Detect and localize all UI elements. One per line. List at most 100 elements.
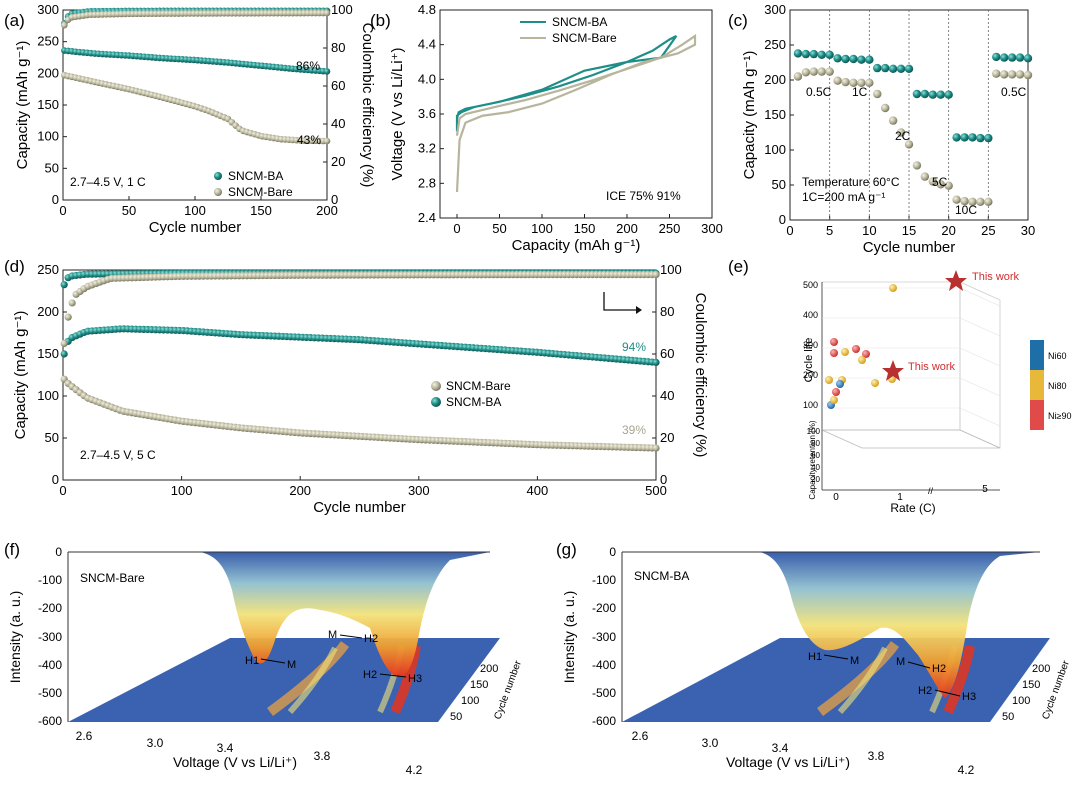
data-point-sncm-bare — [944, 181, 953, 190]
y2-tick-label: 100 — [331, 2, 353, 17]
e-ytick-500: 500 — [803, 280, 818, 290]
e-legend-ni90: Ni≥90 — [1048, 411, 1071, 421]
y2-tick-label: 20 — [660, 430, 674, 445]
y-tick-label: 4.8 — [418, 2, 436, 17]
f-xtick-26: 2.6 — [76, 729, 93, 743]
e-ztick-80: 80 — [811, 439, 820, 448]
y-tick-label: 200 — [37, 65, 59, 80]
y2-tick-label: 60 — [331, 78, 345, 93]
g-ytick-400: -400 — [592, 658, 616, 672]
x-tick-label: 250 — [659, 221, 681, 236]
e-ball-yellow — [871, 379, 879, 387]
data-point-sncm-bare — [936, 180, 945, 189]
e-xtick-1: 1 — [897, 492, 903, 503]
x-tick-label: 300 — [408, 483, 430, 498]
data-point-sncm-ba — [793, 49, 803, 58]
data-point-sncm-ba — [936, 90, 945, 99]
data-point-sncm-bare — [793, 72, 803, 81]
x-axis-label: Cycle number — [149, 219, 242, 236]
data-point-sncm-ba — [904, 64, 914, 74]
e-gridline — [959, 317, 1001, 337]
legend-marker-ba — [431, 397, 441, 407]
data-point-sncm-bare — [881, 103, 890, 113]
e-xtick-0: 0 — [833, 492, 839, 503]
data-point-sncm-ba — [1007, 53, 1017, 62]
f-ann-arrow-3 — [379, 673, 407, 678]
g-floor-band-1 — [817, 641, 900, 717]
g-xtick-38: 3.8 — [868, 749, 885, 763]
x-tick-label: 200 — [616, 221, 638, 236]
e-legend-ni60: Ni60 — [1048, 351, 1067, 361]
data-point-sncm-ba — [992, 52, 1001, 62]
data-point-sncm-bare — [652, 271, 660, 279]
data-point-sncm-ba — [809, 49, 818, 59]
data-point-sncm-ba — [1015, 53, 1025, 62]
data-point-sncm-bare — [896, 128, 906, 137]
f-ann-h3: H3 — [408, 673, 422, 685]
e-ytick-100: 100 — [803, 400, 818, 410]
y-tick-label: 50 — [45, 430, 59, 445]
rate-label: 0.5C — [806, 85, 832, 99]
panel-label-c: (c) — [728, 11, 748, 30]
data-point-sncm-bare — [61, 21, 68, 29]
g-xtick-26: 2.6 — [632, 729, 649, 743]
g-ann-arrow-3 — [934, 689, 961, 697]
panel-b-chart: 0 50 100 150 200 250 300 2.4 2.8 3.2 3.6 4.0 4.4 4.8 C… — [389, 2, 723, 254]
legend-marker-bare — [214, 188, 222, 196]
f-ytick-200: -200 — [38, 601, 62, 615]
data-point-sncm-bare — [904, 140, 914, 149]
e-gridline — [959, 287, 1001, 307]
f-ztick-150: 150 — [470, 679, 488, 691]
data-point-sncm-bare — [1007, 70, 1017, 79]
e-legend-ni90-swatch — [1030, 400, 1044, 430]
x-tick-label: 0 — [786, 223, 793, 238]
series-line-sncm-bare — [455, 33, 697, 193]
y-tick-label: 4.4 — [418, 37, 436, 52]
rate-label: 5C — [932, 175, 948, 189]
legend-ba: SNCM-BA — [228, 169, 283, 183]
rate-label: 1C — [852, 85, 868, 99]
e-xlabel: Rate (C) — [890, 501, 935, 515]
g-ann-m1: M — [850, 655, 859, 667]
data-point-sncm-ba — [873, 63, 882, 73]
y2-tick-label: 0 — [660, 472, 667, 487]
data-point-sncm-bare — [1015, 70, 1025, 79]
g-ann-arrow-2 — [907, 661, 931, 669]
data-point-sncm-ba — [912, 89, 922, 99]
g-ytick-200: -200 — [592, 601, 616, 615]
panel-label-f: (f) — [4, 540, 20, 559]
e-gridline — [959, 377, 1001, 397]
data-point-sncm-bare — [652, 444, 660, 452]
temperature-label: Temperature 60°C — [802, 175, 900, 189]
data-point-sncm-ba — [896, 64, 906, 74]
y-tick-label: 200 — [764, 72, 786, 87]
y-axis-label: Capacity (mAh g⁻¹) — [12, 311, 29, 440]
data-point-sncm-ba — [323, 68, 331, 75]
plot-frame — [62, 269, 657, 481]
y-tick-label: 4.0 — [418, 71, 436, 86]
y-tick-label: 150 — [764, 107, 786, 122]
e-ylabel: Cycle life — [803, 338, 815, 383]
y-tick-label: 100 — [37, 388, 59, 403]
f-floor-band-1 — [267, 641, 350, 717]
data-point-sncm-ba — [817, 50, 826, 59]
axis-arrow-head — [636, 306, 642, 314]
data-point-sncm-bare — [849, 78, 858, 88]
x-tick-label: 100 — [531, 221, 553, 236]
data-point-sncm-bare — [857, 78, 866, 88]
e-legend-ni80: Ni80 — [1048, 381, 1067, 391]
x-tick-label: 300 — [701, 221, 723, 236]
y-tick-label: 0 — [52, 472, 59, 487]
x-tick-label: 400 — [527, 483, 549, 498]
y-tick-label: 50 — [772, 177, 786, 192]
e-axis-break: // — [928, 486, 934, 496]
y-tick-label: 100 — [37, 129, 59, 144]
g-xtick-30: 3.0 — [702, 736, 719, 750]
f-ztick-50: 50 — [450, 711, 462, 723]
y2-tick-label: 40 — [660, 388, 674, 403]
g-ylabel: Intensity (a. u.) — [561, 591, 577, 684]
f-ztick-100: 100 — [461, 695, 479, 707]
f-ylabel: Intensity (a. u.) — [7, 591, 23, 684]
